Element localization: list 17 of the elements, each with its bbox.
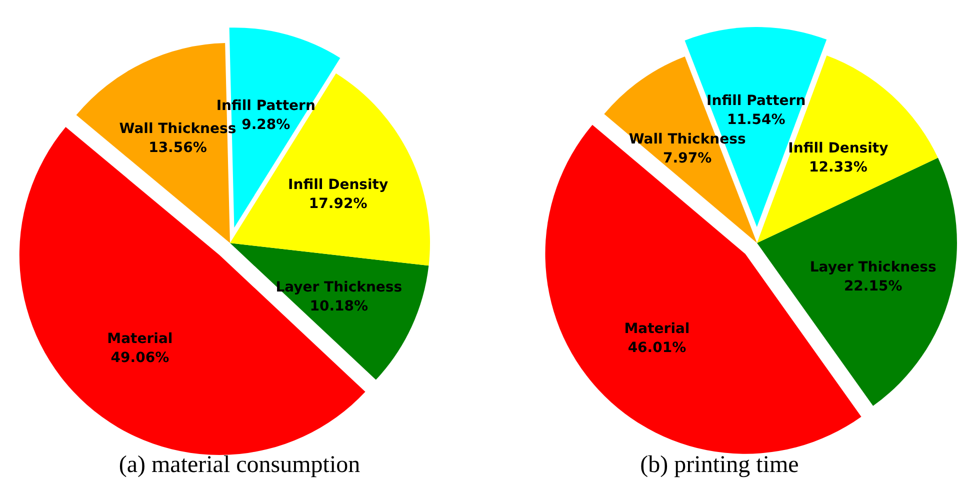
slice-label: Layer Thickness	[276, 279, 402, 296]
text: (b) printing time	[639, 452, 800, 479]
slice-label: Material	[107, 330, 173, 347]
text: (a) material consumption	[118, 452, 362, 479]
data-label: 49.06%	[110, 350, 170, 366]
data-label: 22.15%	[844, 278, 902, 294]
data-label: 7.97%	[663, 150, 712, 166]
data-label: 46.01%	[628, 340, 686, 356]
slice-label: Material	[624, 321, 690, 338]
data-label: 13.56%	[148, 140, 207, 156]
slice-label: Layer Thickness	[810, 259, 936, 276]
slice-label: Infill Density	[288, 176, 388, 193]
data-label: 10.18%	[310, 298, 368, 314]
data-label: 12.33%	[809, 160, 868, 176]
data-label: 17.92%	[308, 196, 368, 212]
data-label: 9.28%	[242, 116, 290, 133]
data-label: 11.54%	[726, 112, 786, 128]
